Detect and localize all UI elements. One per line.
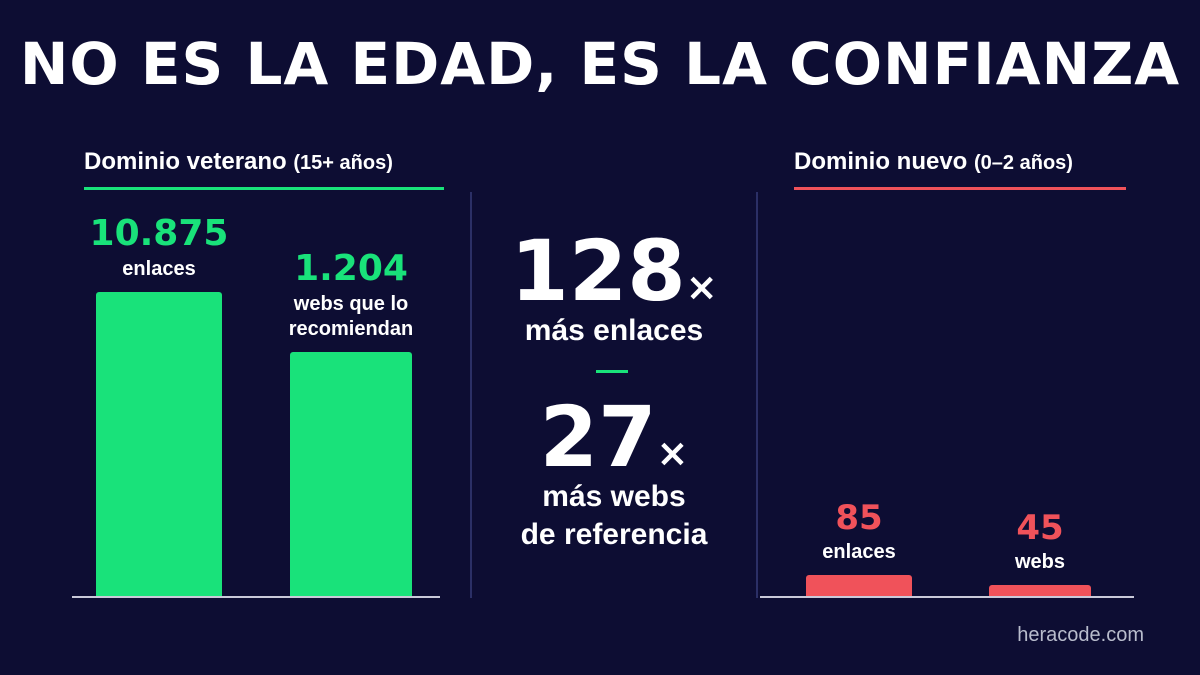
veteran-label: Dominio veterano bbox=[84, 148, 287, 175]
bar-1 bbox=[989, 585, 1091, 597]
webs-multiplier-value: 27 bbox=[539, 388, 657, 486]
caption-line: de referencia bbox=[520, 518, 708, 551]
bar-caption-line: webs bbox=[1014, 551, 1066, 573]
bar-1 bbox=[290, 352, 412, 597]
new-title-underline bbox=[794, 187, 1126, 190]
bar-0 bbox=[96, 292, 222, 597]
separator-dash bbox=[596, 370, 628, 373]
links-multiplier-value: 128 bbox=[510, 222, 686, 320]
bar-0 bbox=[806, 575, 912, 597]
veteran-chart-baseline bbox=[72, 596, 440, 598]
main-title: NO ES LA EDAD, ES LA CONFIANZA bbox=[19, 30, 1181, 98]
new-chart-baseline bbox=[760, 596, 1134, 598]
bar-caption: enlaces bbox=[66, 257, 252, 282]
bar-caption-line: enlaces bbox=[122, 258, 196, 280]
webs-multiplier: 27× bbox=[472, 388, 756, 486]
new-label: Dominio nuevo bbox=[794, 148, 968, 175]
bar-value-label: 1.204 bbox=[294, 248, 408, 289]
bar-caption: enlaces bbox=[776, 540, 942, 565]
right-divider bbox=[756, 192, 758, 598]
bar-value-label: 10.875 bbox=[89, 213, 229, 254]
bar-caption: webs bbox=[959, 550, 1121, 575]
bar-caption-line: recomiendan bbox=[288, 318, 414, 340]
veteran-sublabel: (15+ años) bbox=[293, 152, 393, 174]
caption-line: más enlaces bbox=[524, 314, 704, 347]
webs-multiplier-caption: más webs de referencia bbox=[472, 478, 756, 554]
caption-line: más webs bbox=[542, 480, 686, 513]
veteran-panel-title: Dominio veterano (15+ años) bbox=[84, 148, 393, 176]
new-sublabel: (0–2 años) bbox=[974, 152, 1073, 174]
links-multiplier-caption: más enlaces bbox=[472, 312, 756, 350]
bar-value-label: 45 bbox=[1016, 508, 1064, 548]
links-multiplier: 128× bbox=[472, 222, 756, 320]
bar-caption: webs que lo recomiendan bbox=[260, 292, 442, 342]
left-divider bbox=[470, 192, 472, 598]
new-panel-title: Dominio nuevo (0–2 años) bbox=[794, 148, 1073, 176]
bar-value-label: 85 bbox=[835, 498, 883, 538]
bar-caption-line: enlaces bbox=[822, 541, 896, 563]
times-symbol: × bbox=[656, 431, 689, 475]
veteran-title-underline bbox=[84, 187, 444, 190]
footer-brand: heracode.com bbox=[1017, 624, 1144, 646]
bar-caption-line: webs que lo bbox=[293, 293, 409, 315]
times-symbol: × bbox=[685, 265, 718, 309]
